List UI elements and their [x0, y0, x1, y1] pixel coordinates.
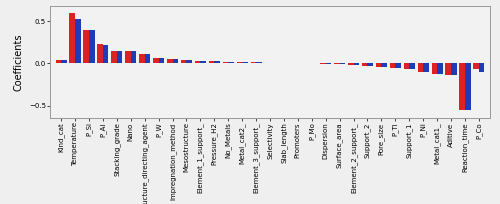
Bar — [465, 63, 470, 110]
Bar — [432, 63, 437, 74]
Bar — [418, 63, 423, 72]
Bar — [144, 54, 150, 63]
Bar — [242, 62, 248, 63]
Bar — [446, 63, 451, 75]
Bar — [56, 60, 61, 63]
Y-axis label: Coefficients: Coefficients — [14, 33, 24, 91]
Bar — [208, 61, 214, 63]
Bar — [125, 51, 131, 63]
Bar — [382, 63, 387, 67]
Bar — [103, 44, 108, 63]
Bar — [195, 61, 200, 63]
Bar — [228, 62, 234, 63]
Bar — [158, 58, 164, 63]
Bar — [437, 63, 442, 74]
Bar — [139, 54, 144, 63]
Bar — [396, 63, 401, 68]
Bar — [348, 63, 354, 65]
Bar — [117, 51, 122, 63]
Bar — [131, 51, 136, 63]
Bar — [98, 44, 103, 63]
Bar — [326, 63, 332, 64]
Bar — [362, 63, 368, 66]
Bar — [172, 59, 178, 63]
Bar — [460, 63, 465, 110]
Bar — [320, 63, 326, 64]
Bar — [451, 63, 456, 75]
Bar — [167, 59, 172, 63]
Bar — [368, 63, 373, 66]
Bar — [222, 62, 228, 63]
Bar — [340, 63, 345, 64]
Bar — [186, 60, 192, 63]
Bar — [153, 58, 158, 63]
Bar — [75, 19, 80, 63]
Bar — [474, 63, 479, 69]
Bar — [376, 63, 382, 67]
Bar — [181, 60, 186, 63]
Bar — [112, 51, 117, 63]
Bar — [479, 63, 484, 72]
Bar — [334, 63, 340, 64]
Bar — [89, 30, 94, 63]
Bar — [84, 30, 89, 63]
Bar — [236, 62, 242, 63]
Bar — [354, 63, 359, 65]
Bar — [200, 61, 206, 63]
Bar — [409, 63, 415, 69]
Bar — [70, 13, 75, 63]
Bar — [423, 63, 428, 72]
Bar — [404, 63, 409, 69]
Bar — [390, 63, 396, 68]
Bar — [214, 61, 220, 63]
Bar — [61, 60, 66, 63]
Bar — [256, 62, 262, 63]
Bar — [250, 62, 256, 63]
